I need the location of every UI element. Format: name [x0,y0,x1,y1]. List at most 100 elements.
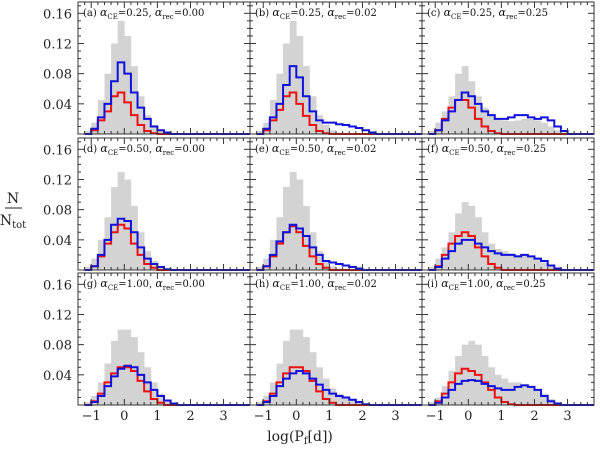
all-bar [91,258,99,270]
all-bar [84,401,92,405]
all-bar [322,378,330,405]
all-bar [144,115,152,134]
all-bar [455,73,462,134]
y-tick-label: 0.08 [43,68,72,83]
all-bar [541,262,548,270]
all-bar [283,187,290,270]
all-bar [144,251,152,270]
x-tick-label: −1 [254,409,273,424]
all-bar [481,232,489,270]
blue-series-line [428,91,594,135]
all-bar [289,20,297,134]
all-bar [84,266,92,270]
all-bar [329,388,337,405]
all-bar [316,251,324,270]
y-tick-label: 0.16 [43,7,72,22]
all-bar [322,260,330,270]
x-tick-label: 1 [325,409,333,424]
all-bar [494,118,502,134]
all-bar [349,400,357,405]
all-bar [514,120,522,134]
all-bar [150,124,158,134]
all-bar [130,66,138,134]
all-bar [137,352,145,405]
all-bar [124,35,132,134]
all-bar [527,118,535,134]
panel-a: 0.04 0.08 0.12 0.16 (a) αCE=0.25, αrec=0.00 [43,1,251,135]
all-bar [501,378,509,405]
panel-f: (f) αCE=0.50, αrec=0.25 [421,137,595,271]
x-tick-label: 1 [497,409,505,424]
all-bar [150,260,158,270]
all-bar [527,256,535,270]
all-bar [117,171,125,270]
all-bar [316,115,324,134]
all-bar [534,258,542,270]
all-bar [124,179,132,270]
all-bar [534,120,542,134]
all-bar [428,266,436,270]
all-bar [256,130,264,134]
all-bar [521,254,529,270]
all-bar [435,258,443,270]
xlabel: log(Pf[d]) [267,429,333,447]
all-bar [488,115,496,134]
all-bar [309,232,317,270]
panel-i: −1 0 1 2 3 (i) αCE=1.00, αrec=0.25 [421,272,595,424]
all-bar [302,205,310,270]
all-bar [164,400,171,405]
y-tick-label: 0.16 [43,278,72,293]
y-tick-label: 0.08 [43,204,72,219]
panel-d: 0.04 0.08 0.12 0.16 (d) αCE=0.50, αrec=0.00 [43,137,251,271]
panel-annotation: (g) αCE=1.00, αrec=0.00 [83,277,205,292]
x-tick-label: 0 [464,409,472,424]
panel-annotation: (f) αCE=0.50, αrec=0.25 [427,142,546,157]
ylabel: N Ntot [0,191,26,231]
panel-annotation: (i) αCE=1.00, αrec=0.25 [427,277,546,292]
x-tick-label: 3 [391,409,399,424]
all-bar [137,96,145,134]
x-tick-label: 2 [530,409,538,424]
all-bar [302,66,310,134]
all-bar [514,254,522,270]
all-bar [448,371,456,405]
all-bar [435,122,443,134]
x-tick-label: 3 [219,409,227,424]
all-bar [521,118,529,134]
all-bar [322,124,330,134]
x-tick-label: −1 [82,409,101,424]
all-bar [455,355,462,405]
panel-grid: 0.04 0.08 0.12 0.16 (a) αCE=0.25, αrec=0.00 (… [43,1,595,424]
all-bar [474,96,482,134]
all-bar [481,107,489,134]
all-bar [534,389,542,405]
all-bar [316,367,324,405]
all-bar [508,253,515,270]
all-bar [428,130,436,134]
panel-annotation: (c) αCE=0.25, αrec=0.25 [427,6,548,21]
all-bar [501,251,509,270]
x-tick-label: −1 [426,409,445,424]
all-bar [501,120,509,134]
all-bar [342,397,350,405]
all-bar [481,355,489,405]
all-bar [547,126,555,134]
all-bar [494,374,502,405]
all-bar [111,43,118,134]
y-tick-label: 0.04 [43,98,72,113]
y-tick-label: 0.12 [43,37,72,52]
x-tick-label: 3 [563,409,571,424]
panel-b: (b) αCE=0.25, αrec=0.02 [249,1,423,135]
all-bar [521,383,529,405]
all-bar [309,96,317,134]
all-bar [461,344,469,405]
all-bar [468,340,476,405]
all-bar [448,96,456,134]
all-bar [441,111,449,134]
y-tick-label: 0.04 [43,234,72,249]
y-tick-label: 0.12 [43,173,72,188]
all-bar [468,205,476,270]
all-bar [541,393,548,405]
all-bar [554,130,562,134]
